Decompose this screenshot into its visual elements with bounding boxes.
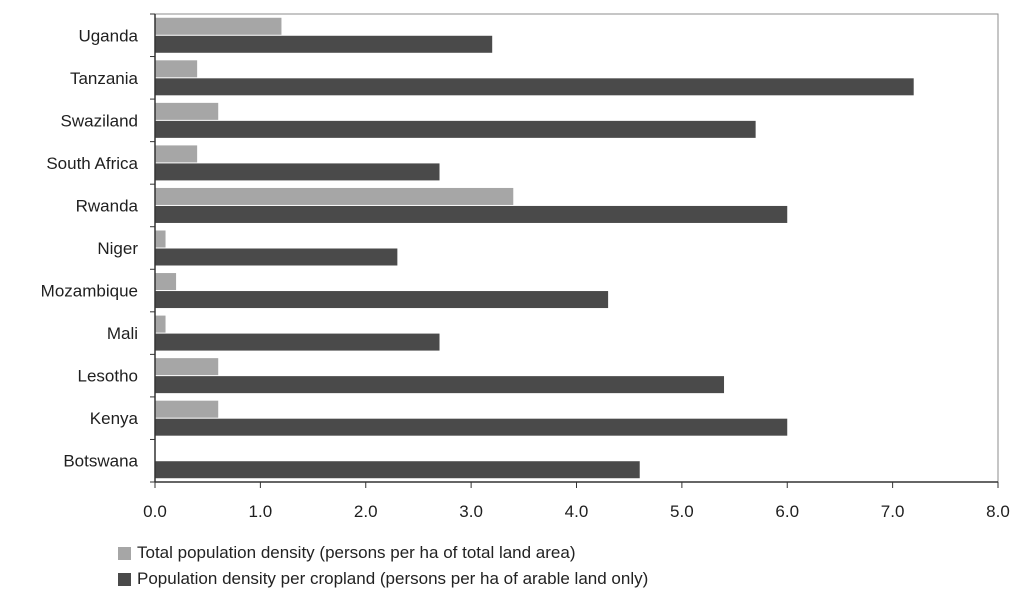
- x-tick-label: 4.0: [565, 502, 589, 521]
- y-tick-label: Uganda: [78, 26, 138, 45]
- y-tick-label: Mali: [107, 324, 138, 343]
- y-axis-ticks: Uganda Tanzania Swaziland South Africa Rwand…: [41, 13, 155, 483]
- bar-chart-plot: Uganda Tanzania Swaziland South Africa Rwand…: [41, 13, 1010, 521]
- y-tick-label: Mozambique: [41, 282, 138, 301]
- x-tick-label: 2.0: [354, 502, 378, 521]
- bar-total-density: [155, 102, 219, 120]
- bar-cropland-density: [155, 205, 788, 223]
- bar-total-density: [155, 145, 198, 163]
- bar-total-density: [155, 358, 219, 376]
- x-tick-label: 6.0: [775, 502, 799, 521]
- bar-cropland-density: [155, 163, 440, 181]
- bar-cropland-density: [155, 291, 609, 309]
- bar-cropland-density: [155, 248, 398, 266]
- legend-swatch-total-density: [118, 546, 131, 560]
- y-tick-label: Lesotho: [78, 367, 139, 386]
- bar-total-density: [155, 230, 166, 248]
- legend: Total population density (persons per ha…: [118, 540, 648, 592]
- bars-layer: [155, 17, 914, 479]
- bar-cropland-density: [155, 461, 640, 479]
- bar-cropland-density: [155, 333, 440, 351]
- x-tick-label: 7.0: [881, 502, 905, 521]
- x-tick-label: 1.0: [249, 502, 273, 521]
- legend-item-total-density: Total population density (persons per ha…: [118, 540, 648, 566]
- legend-label-total-density: Total population density (persons per ha…: [137, 543, 576, 562]
- legend-item-cropland-density: Population density per cropland (persons…: [118, 566, 648, 592]
- bar-total-density: [155, 400, 219, 418]
- x-tick-label: 0.0: [143, 502, 167, 521]
- bar-total-density: [155, 60, 198, 78]
- bar-cropland-density: [155, 418, 788, 436]
- x-tick-label: 5.0: [670, 502, 694, 521]
- bar-total-density: [155, 187, 514, 205]
- bar-total-density: [155, 315, 166, 333]
- bar-cropland-density: [155, 376, 725, 394]
- y-tick-label: South Africa: [46, 154, 138, 173]
- x-tick-label: 3.0: [459, 502, 483, 521]
- bar-cropland-density: [155, 120, 756, 138]
- y-tick-label: Niger: [97, 239, 138, 258]
- y-tick-label: Kenya: [90, 409, 139, 428]
- bar-total-density: [155, 273, 177, 291]
- bar-cropland-density: [155, 78, 914, 96]
- y-tick-label: Rwanda: [76, 196, 139, 215]
- x-axis-ticks: 0.0 1.0 2.0 3.0 4.0 5.0 6.0 7.0 8.0: [143, 482, 1010, 521]
- y-tick-label: Tanzania: [70, 69, 139, 88]
- y-tick-label: Botswana: [63, 452, 138, 471]
- bar-total-density: [155, 17, 282, 35]
- bar-cropland-density: [155, 35, 493, 53]
- legend-swatch-cropland-density: [118, 572, 131, 586]
- x-tick-label: 8.0: [986, 502, 1010, 521]
- legend-label-cropland-density: Population density per cropland (persons…: [137, 569, 649, 588]
- y-tick-label: Swaziland: [61, 111, 139, 130]
